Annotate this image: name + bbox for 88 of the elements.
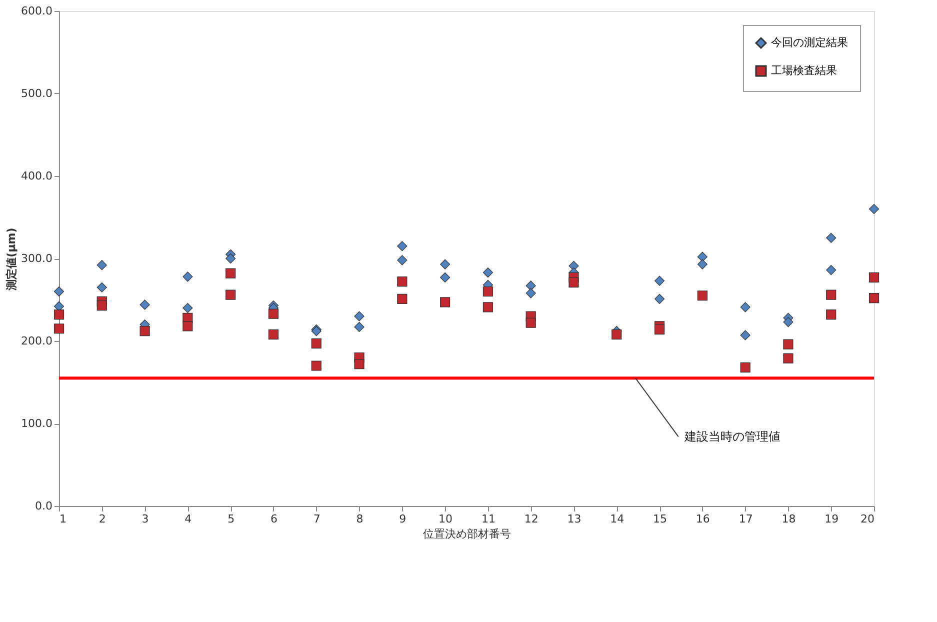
x-tick-label: 9 xyxy=(399,512,406,526)
x-tick-label: 8 xyxy=(356,512,364,526)
point xyxy=(526,280,536,291)
point xyxy=(868,293,880,304)
x-tick-label: 3 xyxy=(142,512,149,526)
point xyxy=(226,268,236,278)
point xyxy=(354,311,364,322)
point xyxy=(783,339,794,350)
point xyxy=(697,290,708,301)
x-tick-label: 16 xyxy=(696,512,710,526)
point xyxy=(268,329,279,340)
point xyxy=(182,321,193,332)
point xyxy=(568,260,579,271)
point xyxy=(654,294,665,304)
point xyxy=(783,353,794,364)
x-tick-label: 19 xyxy=(824,512,839,526)
point xyxy=(654,276,665,286)
point xyxy=(182,272,193,282)
point xyxy=(397,294,408,304)
y-tick-label: 200.0 xyxy=(21,334,52,348)
point xyxy=(226,290,236,300)
point xyxy=(311,338,322,349)
point xyxy=(868,272,880,283)
point xyxy=(397,255,408,266)
point xyxy=(268,308,279,319)
x-axis-title: 位置決め部材番号 xyxy=(423,528,511,540)
point xyxy=(740,330,750,340)
point xyxy=(354,359,364,370)
y-tick-label: 600.0 xyxy=(21,4,52,18)
x-tick-label: 5 xyxy=(228,512,235,526)
x-tick-label: 14 xyxy=(610,512,624,526)
point xyxy=(568,277,579,288)
x-tick-label: 10 xyxy=(438,512,453,526)
point xyxy=(96,260,107,270)
y-axis-title: 測定値(μm) xyxy=(5,228,18,292)
point xyxy=(526,288,536,298)
x-tick-label: 20 xyxy=(860,512,874,526)
point xyxy=(96,300,107,311)
y-tick-label: 500.0 xyxy=(21,87,52,100)
point xyxy=(140,326,150,336)
legend-label: 工場検査結果 xyxy=(771,64,837,77)
point xyxy=(182,302,193,314)
point xyxy=(783,316,794,328)
point xyxy=(612,329,622,340)
x-tick-label: 2 xyxy=(98,512,106,526)
x-tick-label: 15 xyxy=(653,512,668,526)
point xyxy=(397,241,408,252)
point xyxy=(697,252,708,262)
y-tick-label: 0.0 xyxy=(35,500,52,512)
point xyxy=(440,297,450,308)
point xyxy=(482,302,493,312)
point xyxy=(226,253,236,264)
point xyxy=(96,282,107,292)
point xyxy=(826,232,836,243)
point xyxy=(740,362,750,372)
y-tick-label: 400.0 xyxy=(21,170,52,182)
point xyxy=(397,276,408,287)
x-tick-label: 6 xyxy=(270,512,278,526)
point xyxy=(826,310,836,320)
point xyxy=(54,310,64,320)
point xyxy=(826,290,836,300)
point xyxy=(140,300,150,310)
x-tick-label: 1 xyxy=(60,512,66,526)
point xyxy=(54,324,64,334)
x-tick-label: 18 xyxy=(782,512,796,526)
x-tick-label: 4 xyxy=(184,512,192,526)
point xyxy=(440,259,450,270)
point xyxy=(54,286,64,297)
point xyxy=(826,265,836,276)
point xyxy=(740,302,750,312)
legend-label: 今回の測定結果 xyxy=(771,36,848,49)
y-tick-label: 300.0 xyxy=(21,252,52,265)
point xyxy=(697,259,708,270)
point xyxy=(482,267,493,278)
point xyxy=(311,360,322,371)
x-tick-label: 13 xyxy=(567,512,582,526)
x-tick-label: 7 xyxy=(313,512,320,526)
x-tick-label: 17 xyxy=(738,512,753,526)
x-tick-label: 11 xyxy=(481,512,496,526)
point xyxy=(868,204,880,214)
x-tick-label: 12 xyxy=(524,512,538,526)
point xyxy=(526,318,536,328)
point xyxy=(354,322,364,332)
point xyxy=(482,286,493,297)
point xyxy=(440,272,450,283)
point xyxy=(654,324,665,334)
ref-line-label: 建設当時の管理値 xyxy=(683,430,780,444)
y-tick-label: 100.0 xyxy=(21,417,52,430)
